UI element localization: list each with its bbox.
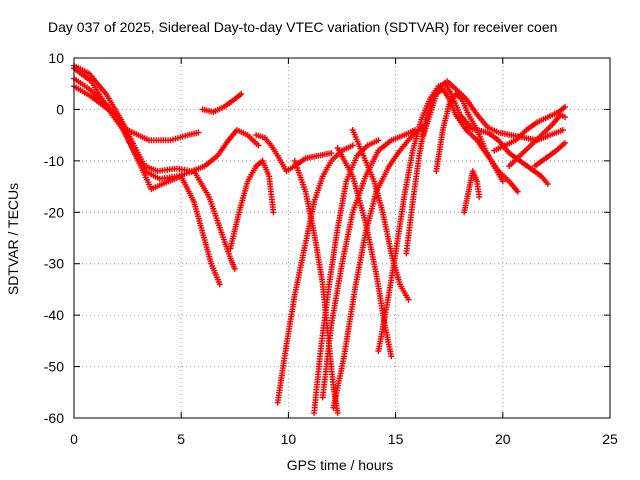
plot-frame xyxy=(73,57,611,419)
y-tick-label: -10 xyxy=(44,153,64,169)
series-sat-v xyxy=(506,111,568,169)
y-axis-label: SDTVAR / TECUs xyxy=(5,183,21,295)
y-tick-label: -40 xyxy=(44,307,64,323)
series-sat-a xyxy=(71,62,262,175)
y-tick-label: -60 xyxy=(44,410,64,426)
series-sat-r xyxy=(433,91,506,185)
y-tick-label: -50 xyxy=(44,359,64,375)
x-tick-labels: 0 5 10 15 20 25 xyxy=(70,431,618,447)
series-sat-c xyxy=(71,83,223,288)
series-sat-u xyxy=(491,103,568,154)
series-sat-s xyxy=(461,168,483,216)
chart-title: Day 037 of 2025, Sidereal Day-to-day VTE… xyxy=(48,19,557,35)
data-points xyxy=(71,62,568,416)
series-sat-w xyxy=(532,139,568,169)
x-tick-label: 20 xyxy=(495,431,511,447)
x-tick-label: 25 xyxy=(602,431,618,447)
x-tick-label: 10 xyxy=(281,431,297,447)
series-sat-g xyxy=(253,132,335,175)
x-tick-label: 0 xyxy=(70,431,78,447)
x-axis-label: GPS time / hours xyxy=(287,457,394,473)
series-sat-j xyxy=(311,137,382,416)
series-sat-l xyxy=(330,121,429,411)
axis-ticks xyxy=(73,57,611,419)
y-tick-label: -30 xyxy=(44,256,64,272)
x-tick-label: 15 xyxy=(388,431,404,447)
series-sat-b xyxy=(71,75,238,272)
series-sat-e xyxy=(199,91,245,115)
y-tick-label: 10 xyxy=(48,50,64,66)
y-tick-label: -20 xyxy=(44,204,64,220)
series-sat-m xyxy=(334,145,395,360)
y-tick-label: 0 xyxy=(56,101,64,117)
x-tick-label: 5 xyxy=(177,431,185,447)
y-tick-labels: 10 0 -10 -20 -30 -40 -50 -60 xyxy=(44,50,64,426)
series-sat-f xyxy=(227,157,277,252)
